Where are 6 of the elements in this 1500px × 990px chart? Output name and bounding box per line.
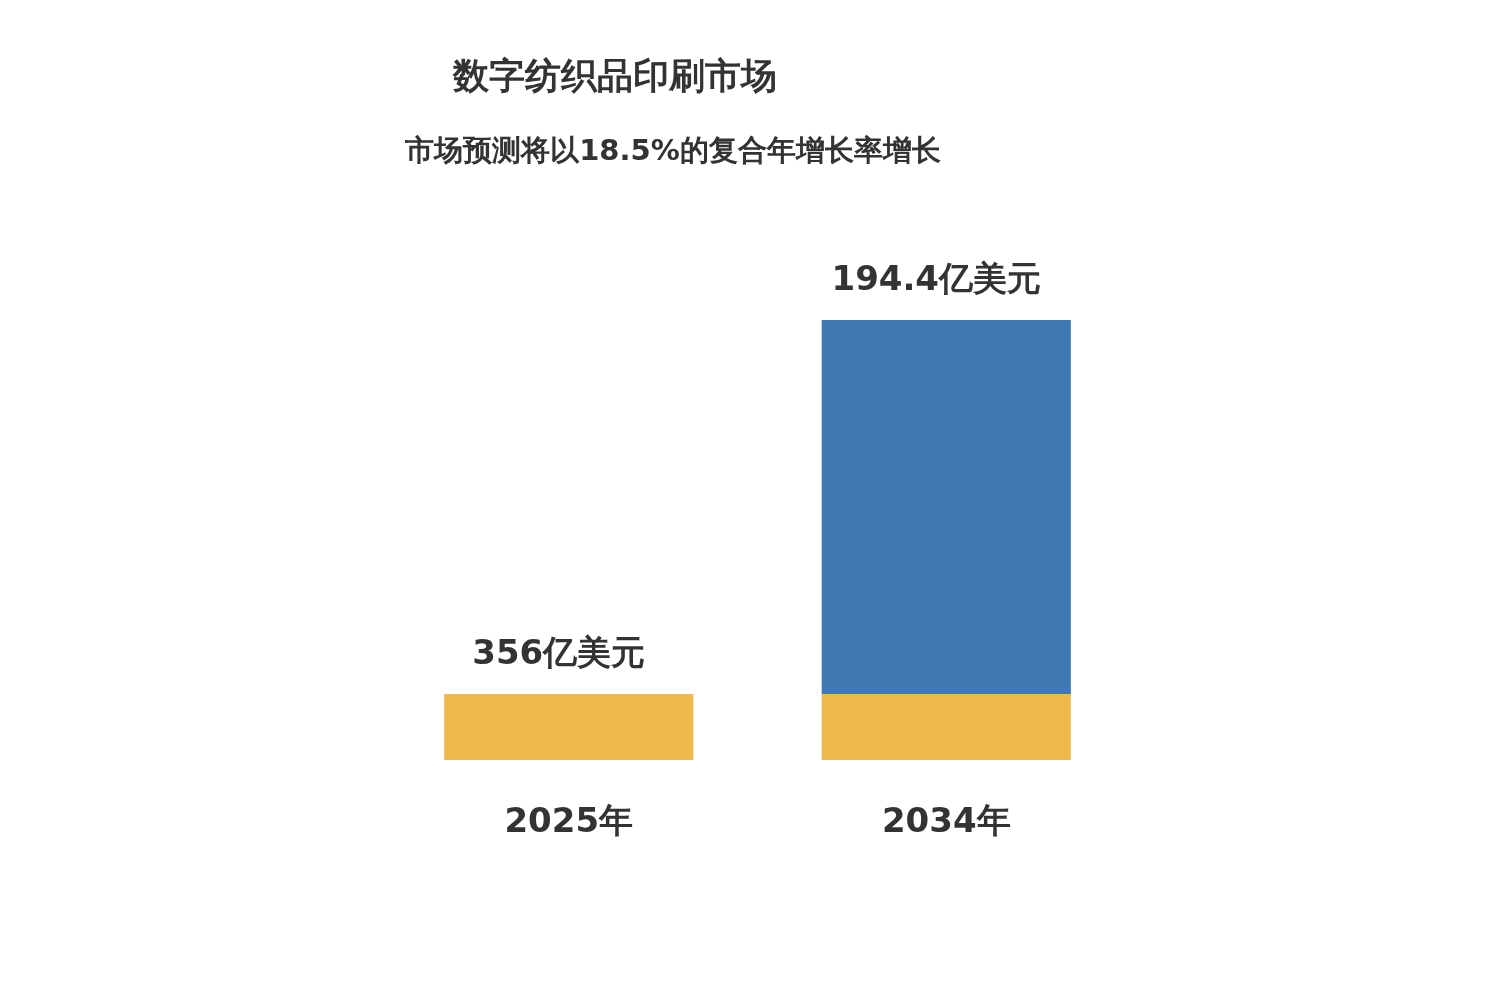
chart-title: 数字纺织品印刷市场 bbox=[452, 55, 777, 96]
chart-subtitle: 市场预测将以18.5%的复合年增长率增长 bbox=[404, 133, 941, 167]
x-tick-label: 2025年 bbox=[504, 800, 634, 840]
x-tick-label: 2034年 bbox=[881, 800, 1011, 840]
annotation: 356亿美元 bbox=[472, 632, 646, 672]
annotation: 194.4亿美元 bbox=[831, 258, 1042, 298]
